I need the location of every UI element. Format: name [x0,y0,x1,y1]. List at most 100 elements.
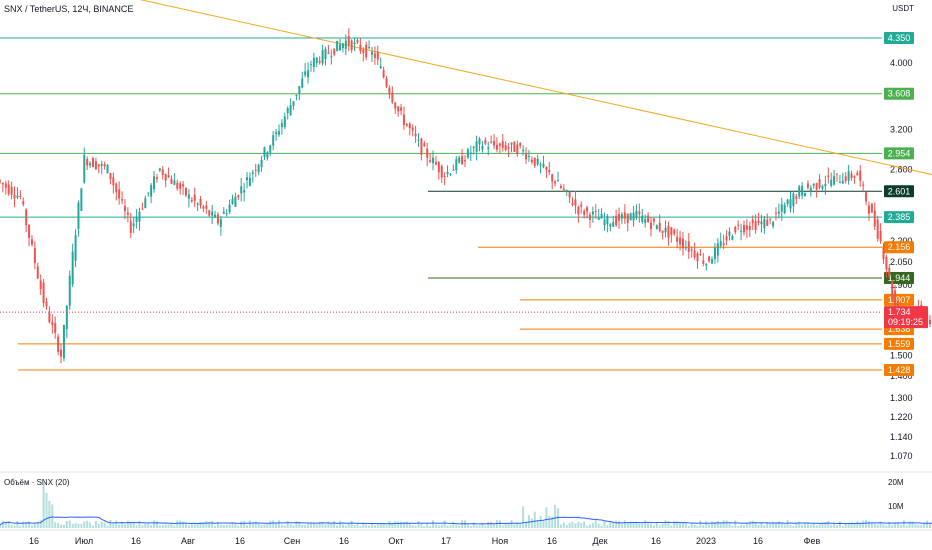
volume-bar [138,520,141,528]
volume-bar [263,524,266,528]
volume-bar [676,520,679,528]
candle-body [283,116,286,128]
volume-bar [112,523,115,528]
candle-body [667,225,670,238]
candle-body [118,189,121,199]
candle-body [115,183,118,193]
candle-body [711,259,714,264]
candle-body [769,218,772,220]
price-tick-label: 1.900 [890,280,913,290]
candle-body [664,227,667,233]
volume-bar [777,521,780,528]
volume-bar [603,521,606,528]
candle-body [882,246,885,260]
volume-bar [574,523,577,528]
volume-bar [597,523,600,528]
volume-bar [728,523,731,528]
volume-bar [83,521,86,528]
candle-body [92,158,94,168]
time-tick-label: 17 [441,536,451,546]
volume-bar [894,522,897,528]
volume-bar [760,522,763,528]
candle-body [478,138,481,145]
candle-body [193,194,196,201]
volume-bar [620,523,623,528]
candle-body [484,139,487,144]
candle-body [123,205,126,211]
volume-bar [870,522,873,528]
volume-bar [373,525,376,528]
volume-bar [519,524,522,528]
candle-body [888,267,891,277]
volume-bar [205,521,208,528]
candle-body [580,204,583,207]
volume-bar [475,524,478,528]
candle-body [606,216,609,225]
candle-body [112,177,115,186]
candle-body [644,219,647,223]
volume-bar [231,522,234,528]
candle-body [661,230,664,234]
volume-bar [905,525,908,528]
candle-body [158,168,161,171]
candle-body [763,219,766,229]
volume-bar [97,523,100,528]
candle-body [652,218,655,222]
volume-bar [275,522,278,528]
volume-bar [199,521,202,528]
candle-body [295,94,298,96]
candle-body [368,47,371,49]
level-price-label: 2.954 [888,148,911,158]
volume-bar [167,524,170,528]
volume-bar [568,522,571,528]
volume-bar [705,521,708,528]
candle-body [48,312,51,323]
volume-bar [16,521,19,528]
volume-bar [469,525,472,528]
candle-body [312,57,315,67]
volume-bar [10,524,13,528]
candle-body [161,169,164,176]
volume-bar [804,522,807,528]
volume-bar [824,522,827,528]
candle-body [545,166,548,171]
candle-body [446,171,449,175]
volume-bar [867,521,870,528]
volume-bar [295,521,298,528]
volume-bar [312,523,315,528]
volume-bar [539,516,542,528]
candle-body [702,260,705,264]
volume-bar [455,524,458,528]
candle-body [373,53,376,59]
volume-bar [586,525,589,528]
candle-body [632,212,635,221]
volume-bar [926,520,929,528]
candle-body [815,183,818,190]
candle-body [716,243,719,256]
candle-body [690,249,693,251]
volume-bar [908,521,911,528]
volume-bar [487,521,490,528]
volume-bar [347,523,350,528]
candle-body [557,180,559,182]
volume-bar [36,521,39,528]
volume-bar [214,525,217,528]
volume-bar [135,525,138,528]
volume-bar [801,524,804,528]
candle-body [106,164,109,174]
candle-body [522,149,525,152]
volume-bar [510,520,513,528]
volume-bar [594,520,597,528]
volume-bar [170,523,173,528]
candle-body [713,247,716,260]
volume-bar [304,524,307,528]
volume-indicator-label[interactable]: Объём · SNX (20) [4,478,70,487]
volume-bar [391,522,394,528]
candle-body [623,212,626,219]
candle-body [54,323,57,333]
volume-bar [583,521,586,528]
candle-body [818,179,821,188]
candle-body [144,198,147,209]
level-price-tag [884,364,914,376]
